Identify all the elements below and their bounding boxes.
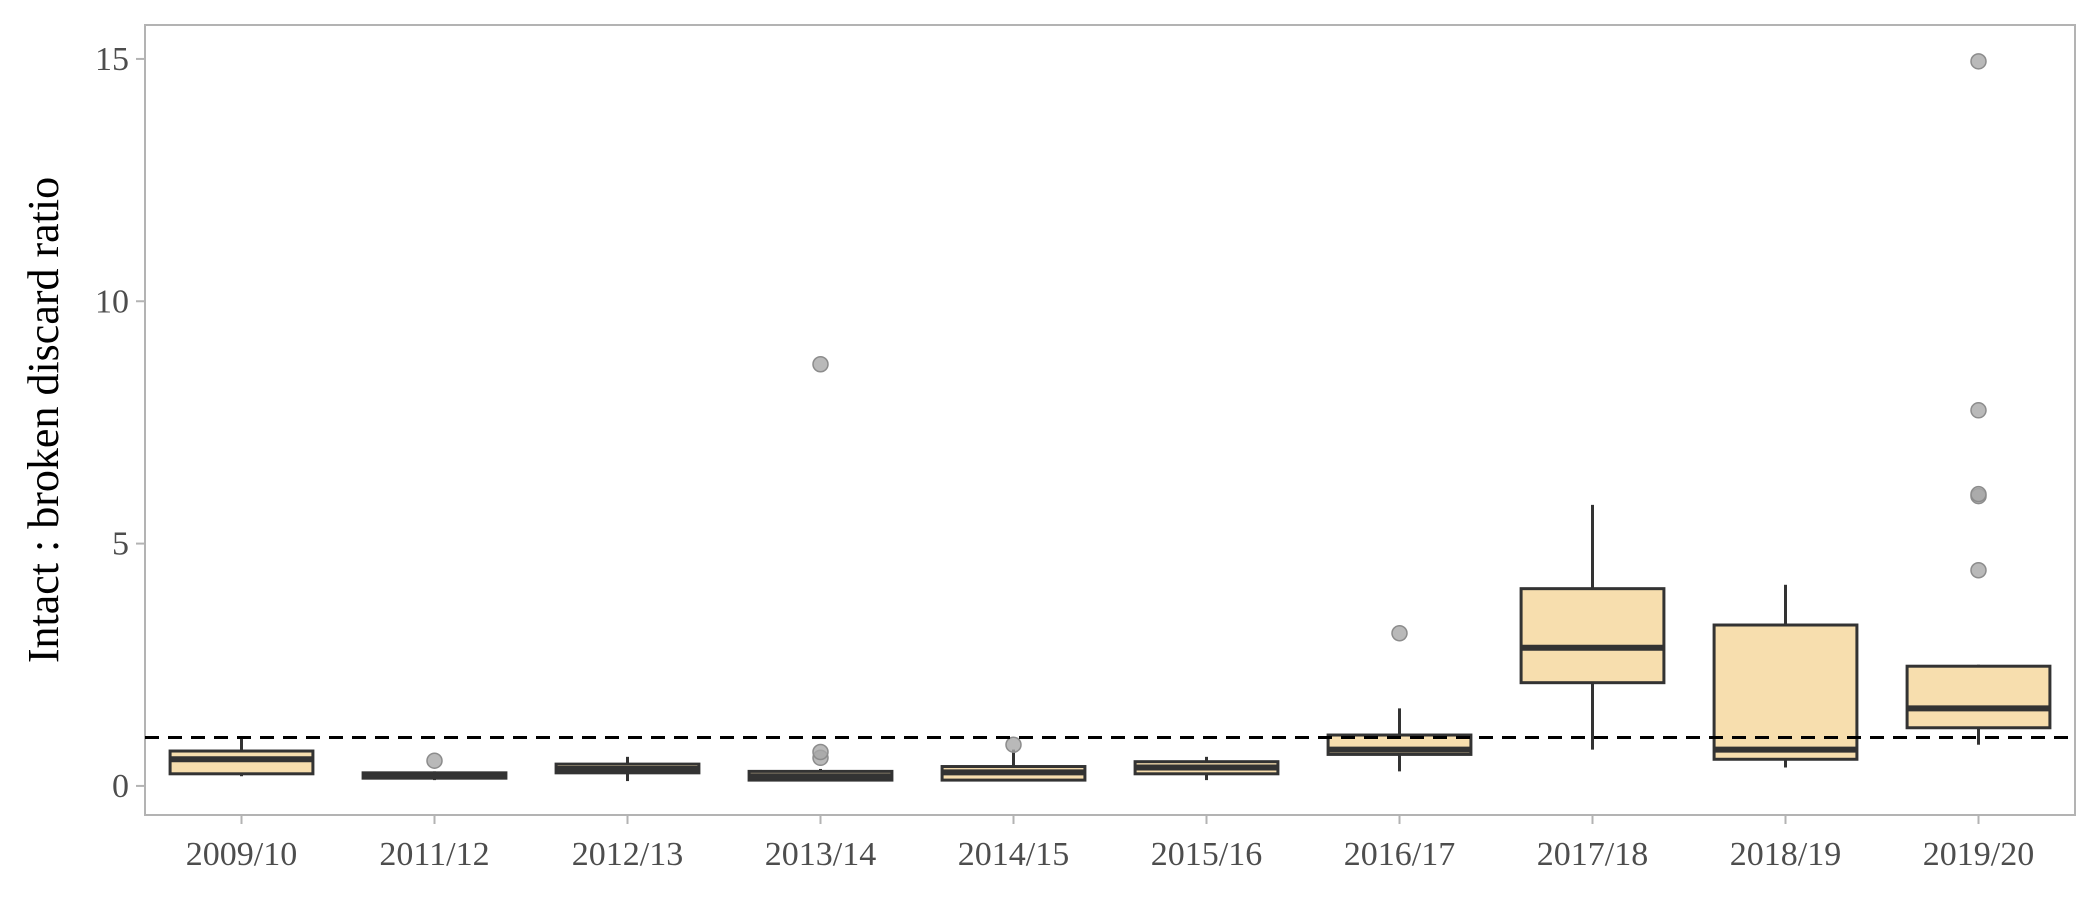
- outlier-point: [426, 752, 443, 769]
- x-tick-label: 2017/18: [1537, 836, 1648, 873]
- y-tick-label: 10: [95, 283, 129, 320]
- outlier-point: [1970, 485, 1987, 503]
- box-2016-17: [1326, 625, 1473, 772]
- x-tick-label: 2014/15: [958, 836, 1069, 873]
- y-axis: 0 5 10 15: [95, 41, 145, 805]
- outlier-point: [1391, 625, 1408, 642]
- x-tick-label: 2011/12: [379, 836, 489, 873]
- x-tick-label: 2016/17: [1344, 836, 1455, 873]
- boxes-layer: [168, 53, 2052, 782]
- box-body: [1519, 587, 1666, 685]
- x-tick-label: 2012/13: [572, 836, 683, 873]
- y-axis-title: Intact : broken discard ratio: [19, 177, 68, 663]
- y-tick-label: 0: [112, 768, 129, 805]
- plot-frame: [144, 24, 2076, 816]
- box-2019-20: [1905, 53, 2052, 745]
- outlier-point: [1005, 736, 1022, 753]
- y-tick-label: 5: [112, 526, 129, 563]
- outlier-point: [812, 743, 829, 761]
- x-tick-label: 2009/10: [186, 836, 297, 873]
- box-2013-14: [747, 356, 894, 782]
- plot-panel: [144, 24, 2076, 816]
- box-body: [1712, 623, 1859, 761]
- box-2017-18: [1519, 504, 1666, 750]
- box-2015-16: [1133, 756, 1280, 781]
- x-tick-label: 2013/14: [765, 836, 876, 873]
- box-2011-12: [361, 752, 508, 781]
- box-2012-13: [554, 756, 701, 782]
- x-tick-label: 2015/16: [1151, 836, 1262, 873]
- outlier-point: [1970, 561, 1987, 579]
- box-body: [168, 749, 315, 776]
- y-tick-label: 15: [95, 41, 129, 78]
- x-tick-label: 2018/19: [1730, 836, 1841, 873]
- outlier-point: [1970, 53, 1987, 70]
- box-2009-10: [168, 737, 315, 777]
- x-axis: 2009/10 2011/12 2012/13 2013/14 2014/15 2015/…: [186, 815, 2034, 873]
- box-2014-15: [940, 736, 1087, 782]
- outlier-point: [812, 356, 829, 373]
- x-tick-label: 2019/20: [1923, 836, 2034, 873]
- outlier-point: [1970, 402, 1987, 419]
- box-body: [1905, 664, 2052, 730]
